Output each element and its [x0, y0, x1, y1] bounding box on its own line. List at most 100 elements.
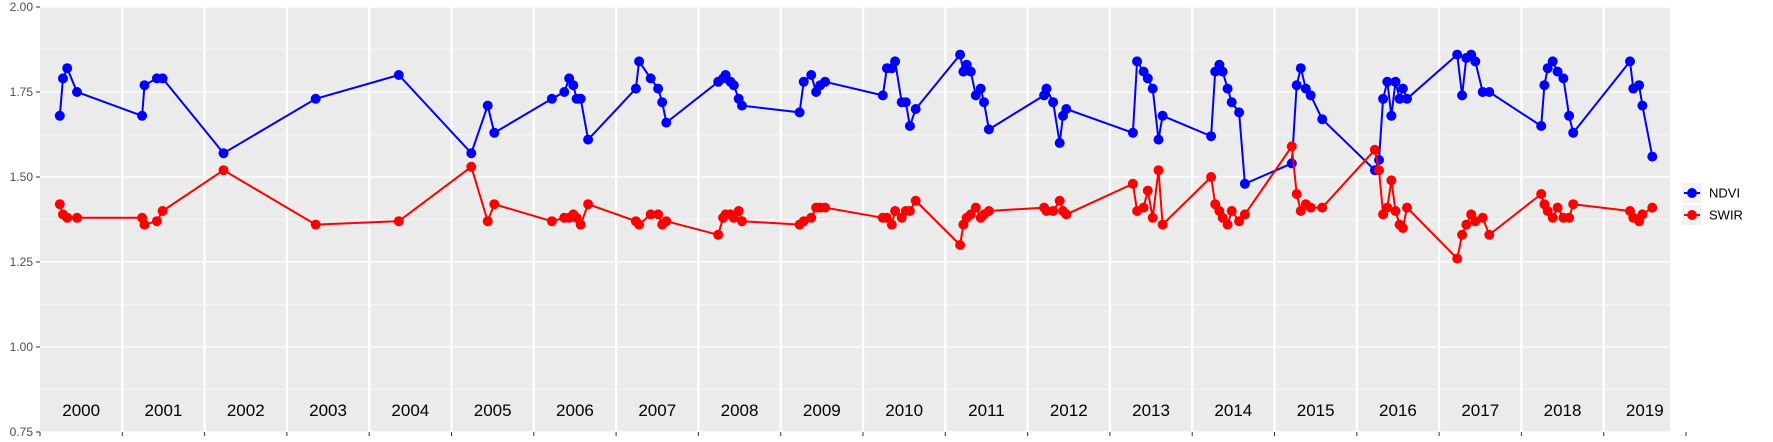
ndvi-point [1452, 49, 1463, 60]
swir-point [653, 209, 664, 220]
ndvi-point [1317, 114, 1328, 125]
ndvi-point [1484, 87, 1495, 97]
grid-lines [40, 6, 1670, 433]
ndvi-point [975, 83, 986, 94]
swir-point [1390, 206, 1401, 216]
y-tick-label: 2.00 [10, 0, 34, 14]
swir-point [1564, 212, 1575, 223]
swir-point [1547, 212, 1558, 223]
ndvi-point [139, 80, 150, 91]
swir-point [886, 219, 897, 230]
swir-point [157, 206, 168, 216]
ndvi-point [1222, 83, 1233, 94]
ndvi-point [58, 73, 68, 84]
ndvi-point [1378, 93, 1389, 104]
year-label: 2001 [145, 401, 183, 420]
swir-point [1369, 144, 1380, 155]
swir-point [1568, 199, 1579, 210]
y-tick-label: 1.75 [10, 85, 34, 99]
y-tick-label: 1.00 [10, 340, 34, 354]
swir-point [1286, 141, 1297, 152]
swir-point [1374, 165, 1384, 176]
ndvi-point [1568, 127, 1579, 138]
ndvi-point [1625, 56, 1635, 67]
axes: 0.75 1.00 1.25 1.50 1.75 2.00 2000 2001 2002 2003… [10, 0, 1687, 439]
ndvi-point [877, 90, 888, 101]
year-label: 2005 [474, 401, 512, 420]
ndvi-point [634, 56, 645, 67]
ndvi-point [979, 97, 989, 108]
ndvi-point [1552, 66, 1563, 77]
ndvi-point [1457, 90, 1468, 101]
swir-point [1637, 209, 1648, 220]
y-tick-label: 0.75 [10, 425, 34, 439]
ndvi-point [1402, 93, 1412, 104]
ndvi-point [1127, 127, 1138, 138]
swir-point [1061, 209, 1072, 220]
swir-point [1382, 202, 1393, 213]
swir-point [955, 240, 966, 250]
swir-point [393, 216, 404, 227]
year-label: 2000 [62, 401, 100, 420]
ndvi-point [1239, 178, 1250, 189]
ndvi-point [728, 80, 739, 91]
swir-point [645, 209, 656, 220]
swir-point [1477, 212, 1488, 223]
swir-point [661, 216, 672, 227]
ndvi-point [661, 117, 672, 128]
swir-point [482, 216, 493, 227]
swir-point [1226, 206, 1237, 216]
legend: NDVI SWIR [1682, 183, 1743, 225]
swir-point [1452, 253, 1463, 264]
swir-point [1536, 189, 1547, 199]
legend-key-point [1687, 210, 1697, 220]
ndvi-point [820, 76, 831, 87]
ndvi-point [983, 124, 994, 135]
ndvi-point [1386, 110, 1397, 121]
ndvi-point [1054, 138, 1065, 148]
ndvi-point [157, 73, 168, 84]
swir-point [466, 161, 477, 172]
year-label: 2017 [1461, 401, 1499, 420]
ndvi-point [1470, 56, 1481, 67]
year-label: 2004 [391, 401, 429, 420]
ndvi-point [1217, 66, 1228, 77]
ndvi-point [1547, 56, 1558, 67]
ndvi-point [393, 70, 404, 80]
year-label: 2009 [803, 401, 841, 420]
ndvi-point [1147, 83, 1158, 94]
swir-point [820, 202, 831, 213]
ndvi-point [62, 63, 73, 74]
ndvi-point [1206, 131, 1217, 142]
ndvi-point [466, 148, 477, 159]
swir-point [1239, 209, 1250, 220]
swir-point [310, 219, 321, 230]
ndvi-point [806, 70, 817, 80]
ndvi-point [1048, 97, 1059, 108]
year-label: 2018 [1544, 401, 1582, 420]
year-label: 2007 [638, 401, 676, 420]
swir-point [1386, 175, 1397, 186]
ndvi-point [310, 93, 321, 104]
ndvi-point [1295, 63, 1306, 74]
swir-point [583, 199, 594, 210]
year-label: 2006 [556, 401, 594, 420]
ndvi-point [1061, 104, 1072, 114]
swir-point [890, 206, 901, 216]
swir-point [1234, 216, 1245, 227]
swir-point [1397, 223, 1408, 233]
swir-point [1484, 229, 1495, 240]
swir-point [983, 206, 994, 216]
legend-item-ndvi: NDVI [1682, 183, 1740, 203]
ndvi-point [1305, 90, 1316, 101]
ndvi-point [72, 87, 82, 97]
ndvi-point [1390, 76, 1401, 87]
ndvi-point [218, 148, 229, 159]
year-label: 2019 [1626, 401, 1664, 420]
ndvi-point [1382, 76, 1393, 87]
year-label: 2002 [227, 401, 265, 420]
ndvi-point [657, 97, 668, 108]
year-label: 2011 [968, 401, 1005, 420]
ndvi-point [653, 83, 664, 94]
